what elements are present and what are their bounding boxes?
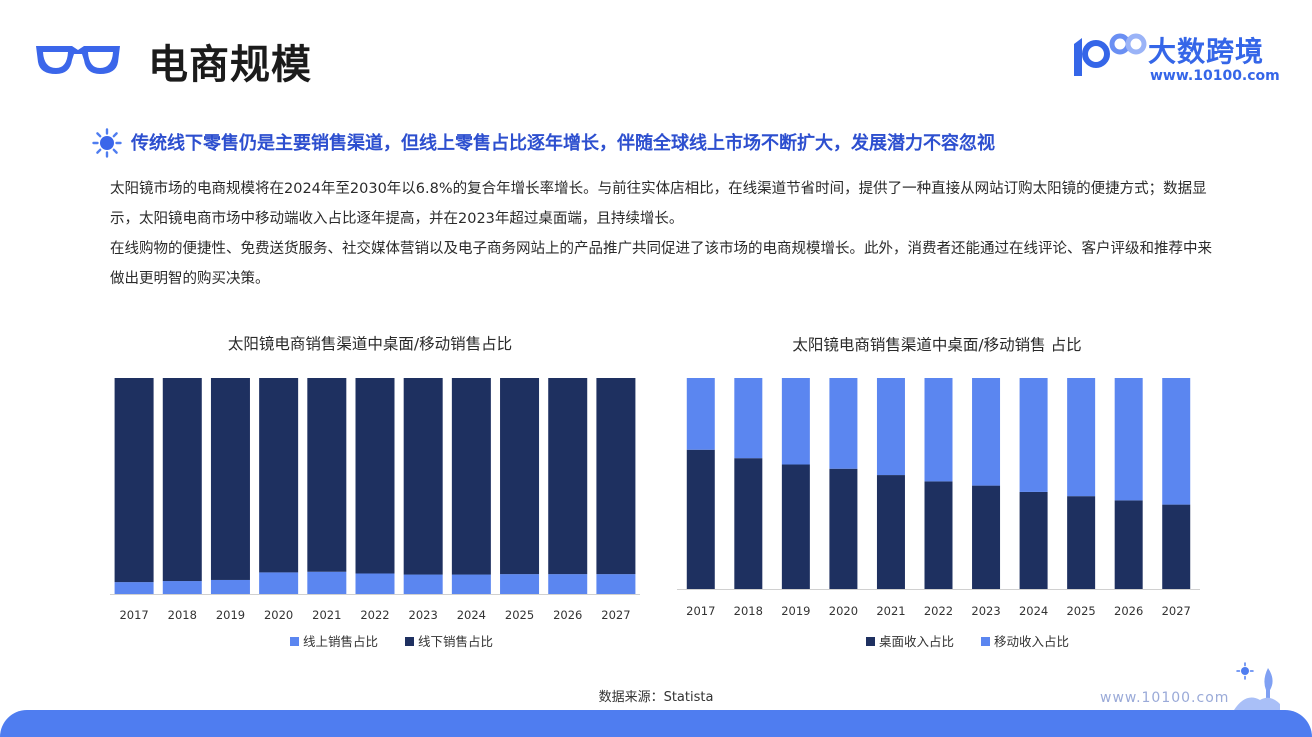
brand-logo-icon (1074, 33, 1147, 76)
legend-swatch (981, 637, 990, 646)
x-tick-label: 2020 (264, 608, 293, 622)
bar-segment (686, 449, 715, 589)
bar-segment (548, 574, 588, 594)
legend-label: 线下销售占比 (418, 634, 493, 649)
x-tick-label: 2024 (1019, 604, 1048, 618)
legend-label: 桌面收入占比 (879, 634, 954, 649)
bar-segment (355, 573, 395, 594)
x-tick-label: 2017 (686, 604, 715, 618)
chart-title: 太阳镜电商销售渠道中桌面/移动销售占比 (227, 335, 513, 353)
x-tick-label: 2017 (119, 608, 148, 622)
bar-segment (548, 378, 588, 575)
x-tick-label: 2022 (360, 608, 389, 622)
bar-segment (781, 378, 810, 465)
x-tick-label: 2019 (781, 604, 810, 618)
bar-segment (972, 378, 1001, 486)
bar-segment (1019, 378, 1048, 492)
brand-name: 大数跨境 (1148, 35, 1265, 68)
bar-segment (924, 481, 953, 589)
x-tick-label: 2022 (924, 604, 953, 618)
legend-swatch (405, 637, 414, 646)
bar-segment (1114, 500, 1143, 589)
bar-segment (876, 378, 905, 476)
x-tick-label: 2026 (1114, 604, 1143, 618)
bar-segment (114, 378, 154, 583)
bar-segment (686, 378, 715, 450)
bar-segment (1019, 491, 1048, 589)
bar-segment (307, 571, 347, 594)
body-paragraph: 太阳镜市场的电商规模将在2024年至2030年以6.8%的复合年增长率增长。与前… (110, 181, 1207, 227)
bar-segment (1067, 378, 1096, 497)
legend-label: 线上销售占比 (303, 634, 378, 649)
bar-segment (924, 378, 953, 482)
bar-segment (259, 572, 299, 594)
bar-segment (259, 378, 299, 573)
footer-landscape-icon (1234, 668, 1280, 710)
legend-label: 移动收入占比 (994, 634, 1069, 649)
x-tick-label: 2019 (216, 608, 245, 622)
bar-segment (734, 458, 763, 589)
bar-segment (451, 378, 491, 575)
x-tick-label: 2026 (553, 608, 582, 622)
x-tick-label: 2023 (409, 608, 438, 622)
bar-segment (734, 378, 763, 459)
bar-segment (596, 574, 636, 594)
x-tick-label: 2024 (457, 608, 486, 622)
x-tick-label: 2027 (601, 608, 630, 622)
x-tick-label: 2021 (312, 608, 341, 622)
bar-segment (781, 464, 810, 589)
data-source: 数据来源：Statista (598, 690, 714, 705)
bar-segment (1114, 378, 1143, 501)
bar-segment (829, 378, 858, 469)
x-tick-label: 2023 (971, 604, 1000, 618)
bar-segment (596, 378, 636, 575)
bar-segment (451, 574, 491, 594)
bar-segment (876, 475, 905, 589)
bar-segment (1067, 496, 1096, 589)
x-tick-label: 2021 (876, 604, 905, 618)
glasses-icon (36, 46, 120, 74)
bar-segment (1162, 504, 1191, 589)
body-paragraph: 在线购物的便捷性、免费送货服务、社交媒体营销以及电子商务网站上的产品推广共同促进… (110, 241, 1212, 287)
bar-segment (162, 378, 202, 582)
sun-icon (92, 128, 122, 158)
footer-bar (0, 710, 1312, 737)
headline: 传统线下零售仍是主要销售渠道，但线上零售占比逐年增长，伴随全球线上市场不断扩大，… (131, 133, 995, 154)
x-tick-label: 2020 (829, 604, 858, 618)
bar-segment (1162, 378, 1191, 505)
footer-url: www.10100.com (1100, 690, 1230, 706)
bar-segment (500, 574, 540, 594)
bar-segment (307, 378, 347, 572)
x-tick-label: 2027 (1162, 604, 1191, 618)
bar-segment (114, 582, 154, 594)
x-tick-label: 2018 (734, 604, 763, 618)
brand-url: www.10100.com (1150, 68, 1280, 84)
x-tick-label: 2025 (1066, 604, 1095, 618)
bar-segment (403, 574, 443, 594)
bar-segment (210, 579, 250, 594)
bar-segment (210, 378, 250, 580)
page-title: 电商规模 (148, 42, 312, 88)
bar-segment (972, 485, 1001, 589)
x-tick-label: 2025 (505, 608, 534, 622)
bar-segment (500, 378, 540, 575)
chart-title: 太阳镜电商销售渠道中桌面/移动销售 占比 (792, 336, 1082, 354)
bar-segment (829, 468, 858, 589)
legend-swatch (290, 637, 299, 646)
bar-segment (403, 378, 443, 575)
bar-segment (355, 378, 395, 574)
x-tick-label: 2018 (168, 608, 197, 622)
footer-sun-icon (1236, 662, 1254, 680)
bar-segment (162, 581, 202, 594)
legend-swatch (866, 637, 875, 646)
